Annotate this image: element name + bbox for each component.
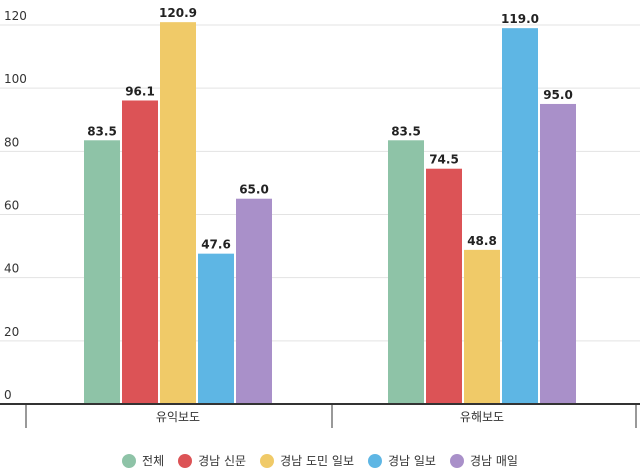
y-tick-label: 100 [4, 72, 27, 86]
bar [236, 198, 272, 404]
bar [198, 253, 234, 404]
legend: 전체 경남 신문 경남 도민 일보 경남 일보 경남 매일 [0, 452, 640, 469]
legend-item[interactable]: 경남 일보 [367, 452, 436, 469]
bar-value-label: 74.5 [429, 153, 459, 167]
bar [122, 100, 158, 405]
legend-marker-icon [449, 453, 464, 468]
y-tick-label: 40 [4, 262, 19, 276]
bar-value-label: 120.9 [159, 6, 197, 20]
legend-item[interactable]: 전체 [122, 452, 164, 469]
legend-item[interactable]: 경남 신문 [178, 452, 246, 469]
bar-value-label: 119.0 [501, 12, 539, 26]
bar [160, 22, 196, 404]
bar [84, 140, 120, 404]
bar-value-label: 83.5 [87, 124, 117, 138]
x-category-label: 유해보도 [460, 410, 504, 424]
bar [540, 103, 576, 404]
legend-item[interactable]: 경남 매일 [449, 452, 518, 469]
bar-value-label: 83.5 [391, 124, 421, 138]
legend-label: 경남 매일 [469, 454, 518, 468]
y-tick-label: 60 [4, 199, 19, 213]
y-tick-label: 0 [4, 388, 12, 402]
bars [84, 22, 576, 405]
legend-marker-icon [122, 453, 137, 468]
bar [502, 28, 538, 405]
bar [464, 249, 500, 404]
legend-item[interactable]: 경남 도민 일보 [260, 452, 354, 469]
y-tick-label: 120 [4, 9, 27, 23]
bar-value-label: 95.0 [543, 88, 573, 102]
bar-value-label: 96.1 [125, 84, 155, 98]
x-category-label: 유익보도 [156, 410, 200, 424]
legend-label: 경남 일보 [387, 454, 436, 468]
bar-value-label: 65.0 [239, 183, 269, 197]
legend-marker-icon [260, 453, 275, 468]
data-labels: 83.5 96.1 120.9 47.6 65.0 83.5 74.5 48.8 119.0 95… [87, 6, 573, 252]
bar-value-label: 48.8 [467, 234, 497, 248]
legend-label: 전체 [142, 454, 165, 468]
legend-marker-icon [367, 453, 382, 468]
legend-label: 경남 신문 [198, 454, 247, 468]
y-tick-label: 20 [4, 325, 19, 339]
legend-label: 경남 도민 일보 [280, 454, 354, 468]
axes: 0 20 40 60 80 100 120 유익보도 유해보도 [0, 9, 640, 428]
bar [426, 168, 462, 404]
legend-marker-icon [178, 453, 193, 468]
bar-value-label: 47.6 [201, 238, 231, 252]
bar [388, 140, 424, 404]
y-tick-label: 80 [4, 135, 19, 149]
